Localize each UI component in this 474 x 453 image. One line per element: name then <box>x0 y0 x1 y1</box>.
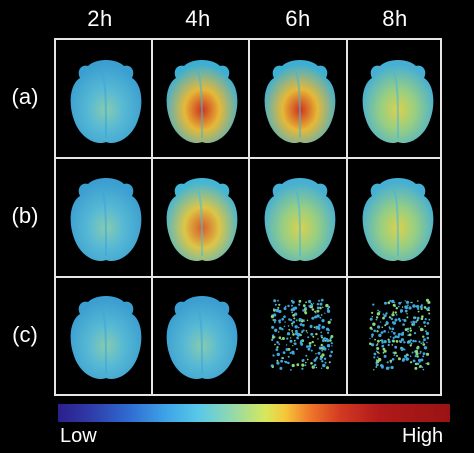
grid-divider <box>56 276 440 278</box>
scan-image-3-2 <box>154 278 250 396</box>
heatmap-blob <box>166 296 238 380</box>
grid-divider <box>56 157 440 159</box>
column-label-4h: 4h <box>185 6 211 31</box>
heatmap-blob <box>166 178 238 262</box>
column-label-6h: 6h <box>285 6 311 31</box>
row-label-c: (c) <box>12 322 38 347</box>
scan-image-3-3 <box>252 278 348 396</box>
heatmap-blob <box>264 60 336 144</box>
heatmap-blob <box>166 60 238 144</box>
heatmap-blob <box>70 60 142 144</box>
image-grid <box>54 38 442 396</box>
colorbar-high-label: High <box>402 425 444 447</box>
scan-image-2-3 <box>252 160 348 278</box>
heatmap-blob <box>264 178 336 262</box>
scan-image-1-2 <box>154 42 250 160</box>
scan-image-1-1 <box>58 42 154 160</box>
scan-image-1-3 <box>252 42 348 160</box>
heatmap-blob <box>369 298 431 371</box>
scan-image-1-4 <box>350 42 446 160</box>
scan-image-2-1 <box>58 160 154 278</box>
heatmap-blob <box>70 296 142 380</box>
intensity-colorbar <box>58 404 450 422</box>
scan-image-3-1 <box>58 278 154 396</box>
grid-divider <box>248 40 250 394</box>
scan-image-2-4 <box>350 160 446 278</box>
grid-divider <box>346 40 348 394</box>
heatmap-blob <box>70 178 142 262</box>
heatmap-blob <box>362 178 434 262</box>
heatmap-blob <box>362 60 434 144</box>
column-label-8h: 8h <box>382 6 408 31</box>
row-label-a: (a) <box>11 84 39 109</box>
row-label-b: (b) <box>11 203 39 228</box>
colorbar-low-label: Low <box>60 425 97 447</box>
column-label-2h: 2h <box>87 6 113 31</box>
grid-divider <box>151 40 153 394</box>
scan-image-3-4 <box>350 278 446 396</box>
scan-image-2-2 <box>154 160 250 278</box>
heatmap-blob <box>270 298 334 371</box>
